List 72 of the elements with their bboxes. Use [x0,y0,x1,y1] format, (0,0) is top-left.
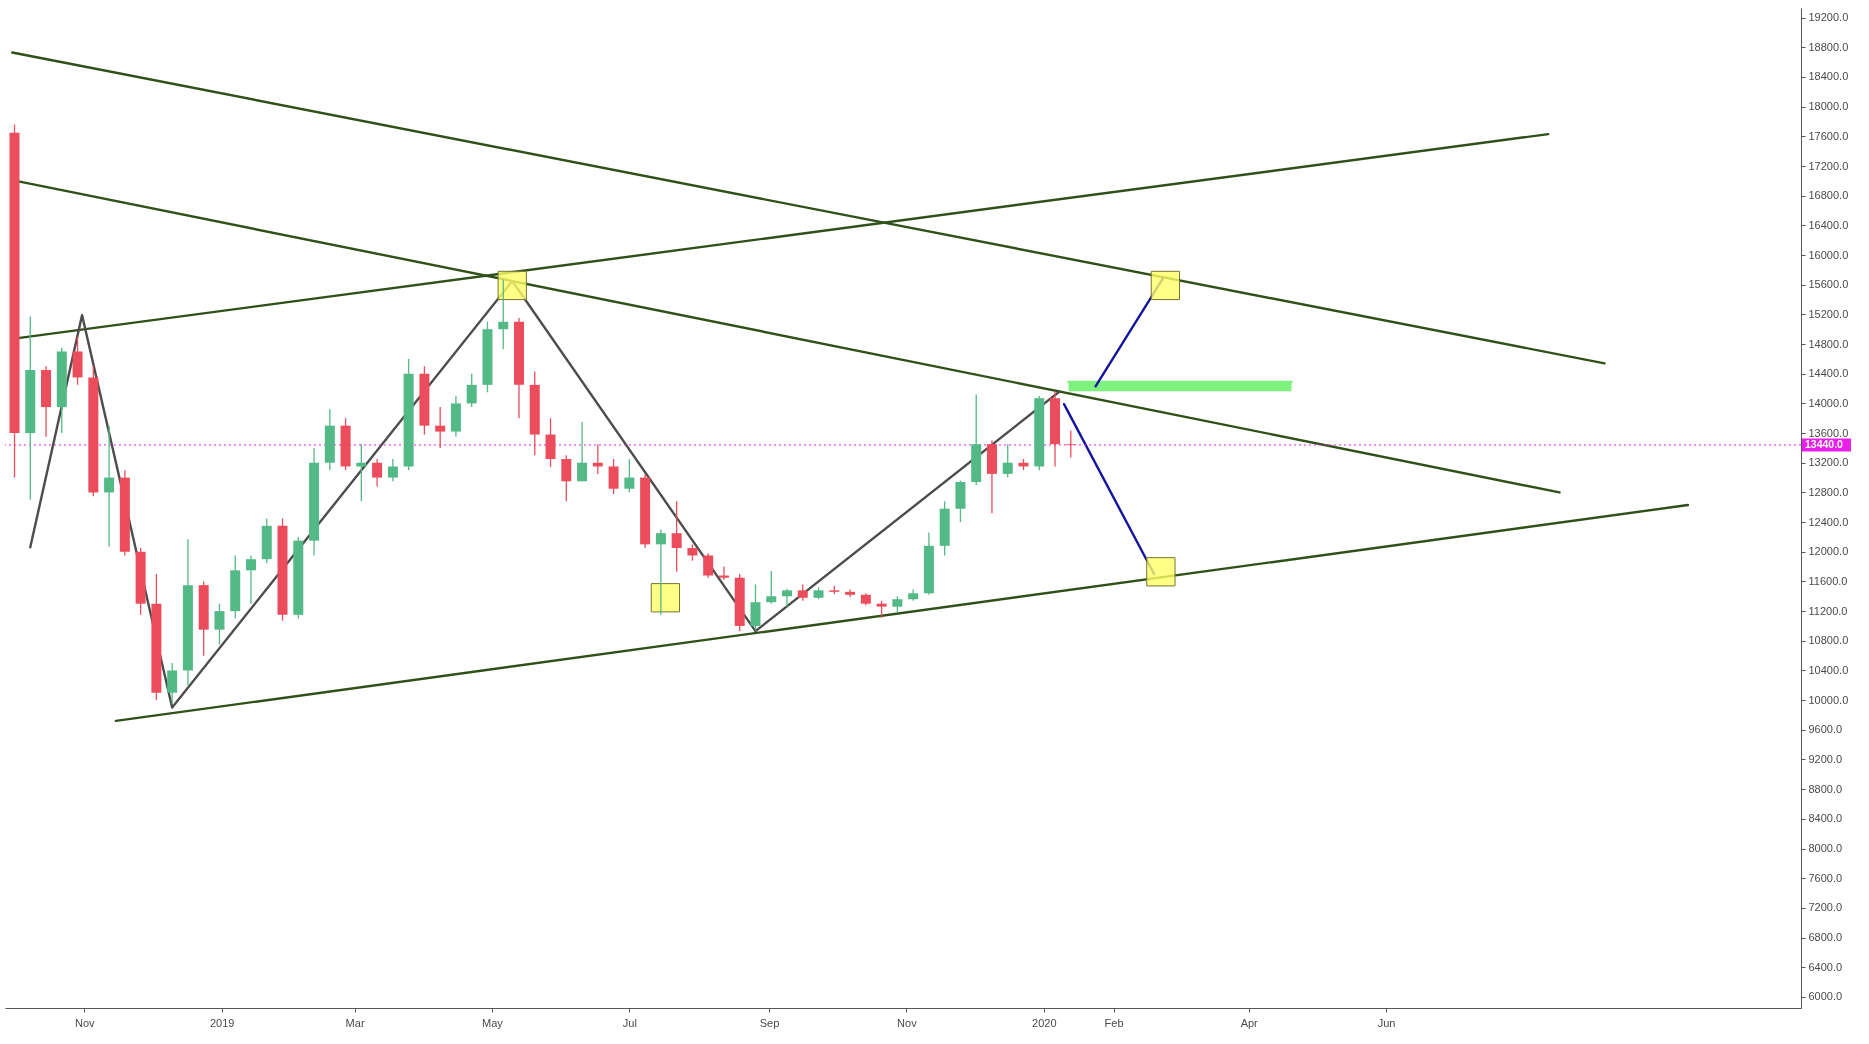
y-tick-label: 11200.0 [1808,604,1848,617]
candlestick [608,458,619,495]
x-tick-label: Mar [345,1016,365,1029]
y-tick-label: 15600.0 [1808,278,1849,291]
ref-line-label: 13440.0 [1805,437,1844,450]
point [1150,270,1181,301]
y-tick-label: 12000.0 [1808,545,1849,558]
x-tick-label: Sep [759,1016,780,1029]
point [650,583,681,613]
point [497,270,527,301]
x-tick-label: Nov [75,1016,96,1029]
y-tick-label: 14800.0 [1808,337,1849,350]
y-tick-label: 13600.0 [1808,426,1849,439]
candlestick [703,552,714,579]
y-tick-label: 13200.0 [1808,456,1849,469]
y-tick-label: 9600.0 [1808,723,1843,736]
y-tick-label: 11600.0 [1808,574,1848,587]
x-tick-label: Nov [897,1016,918,1029]
y-tick-label: 9200.0 [1808,752,1843,765]
y-tick-label: 12800.0 [1808,485,1849,498]
candlestick [104,425,115,548]
candlestick [435,406,446,449]
x-tick-label: Jul [622,1016,637,1029]
candlestick [372,458,383,488]
candlestick [245,554,256,605]
candlestick [167,662,178,705]
y-tick-label: 7200.0 [1808,901,1843,914]
candlestick [766,570,777,605]
x-tick-label: May [482,1016,504,1029]
candlestick [718,565,729,581]
candlestick [655,528,666,616]
x-tick-label: Feb [1104,1016,1124,1029]
y-tick-label: 15200.0 [1808,307,1849,320]
point [1146,557,1176,587]
candlestick [214,603,225,646]
candlestick [577,421,588,482]
y-tick-label: 8000.0 [1808,842,1843,854]
candlestick [1065,430,1076,459]
x-tick-label: 2020 [1032,1016,1057,1029]
candlestick [466,373,477,408]
y-tick-label: 10000.0 [1808,693,1849,706]
candlestick [498,278,509,350]
y-tick-label: 10400.0 [1808,663,1849,676]
y-tick-label: 14400.0 [1808,367,1849,380]
y-tick-label: 8400.0 [1808,812,1843,825]
y-tick-label: 8800.0 [1808,782,1843,795]
y-tick-label: 16800.0 [1808,189,1849,202]
y-tick-label: 17600.0 [1808,129,1849,142]
y-tick-label: 16400.0 [1808,218,1849,231]
y-tick-label: 18000.0 [1808,100,1849,113]
y-tick-label: 18400.0 [1808,70,1849,83]
candlestick [561,454,572,502]
candlestick [1002,443,1013,479]
y-tick-label: 19200.0 [1808,11,1849,24]
candlestick [624,458,635,494]
y-tick-label: 17200.0 [1808,159,1849,172]
y-tick-label: 12400.0 [1808,515,1849,528]
y-tick-label: 18800.0 [1808,40,1849,53]
candlestick [750,583,761,632]
candlestick [671,500,682,573]
y-tick-label: 10800.0 [1808,634,1849,647]
x-tick-label: Jun [1377,1016,1396,1029]
y-tick-label: 14000.0 [1808,396,1849,409]
y-tick-label: 7600.0 [1808,871,1843,884]
x-tick-label: 2019 [209,1016,235,1029]
y-tick-label: 6400.0 [1808,960,1843,973]
x-tick-label: Apr [1240,1016,1259,1029]
candlestick [782,588,793,608]
candlestick [387,458,398,482]
y-tick-label: 6800.0 [1808,931,1843,944]
y-tick-label: 6000.0 [1808,990,1843,1003]
y-tick-label: 16000.0 [1808,248,1849,261]
